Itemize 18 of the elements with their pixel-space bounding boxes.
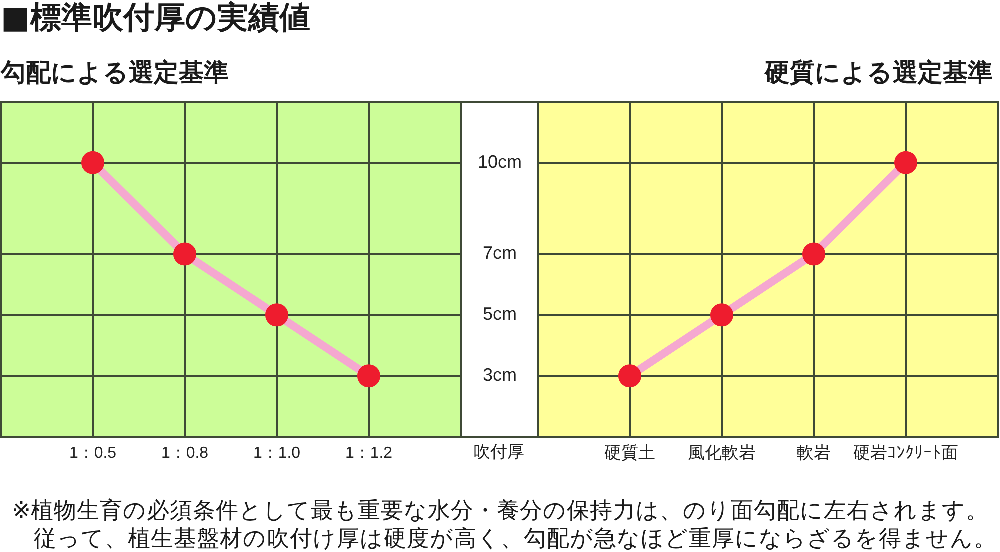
y-tick-label: 7cm xyxy=(483,243,518,264)
x-tick-label: 軟岩 xyxy=(797,444,831,464)
x-tick-label: 1：1.0 xyxy=(253,445,301,462)
chart-title: ■標準吹付厚の実績値 xyxy=(0,0,312,36)
chart-subtitle: 勾配による選定基準 xyxy=(0,58,230,88)
text: ※植物生育の必須条件として最も重要な水分・養分の保持力は、のり面勾配に左右されます。 xyxy=(11,497,990,525)
y-tick-label: 3cm xyxy=(483,365,518,386)
y-axis-title: 吹付厚 xyxy=(474,442,524,462)
y-tick-label: 10cm xyxy=(478,152,522,172)
x-tick-label: 1：0.8 xyxy=(161,445,209,462)
y-tick-label: 5cm xyxy=(483,304,518,324)
x-tick-label: 1：0.5 xyxy=(69,445,117,462)
x-tick-label: 硬岩ｺﾝｸﾘｰﾄ面 xyxy=(854,444,958,464)
x-tick-label: 風化軟岩 xyxy=(688,444,756,464)
text: 従って、植生基盤材の吹付け厚は硬度が高く、勾配が急なほど重厚にならざるを得ません。 xyxy=(33,525,998,552)
chart-subtitle: 硬質による選定基準 xyxy=(764,58,994,88)
x-tick-label: 硬質土 xyxy=(604,444,656,464)
x-tick-label: 1：1.2 xyxy=(345,445,393,462)
